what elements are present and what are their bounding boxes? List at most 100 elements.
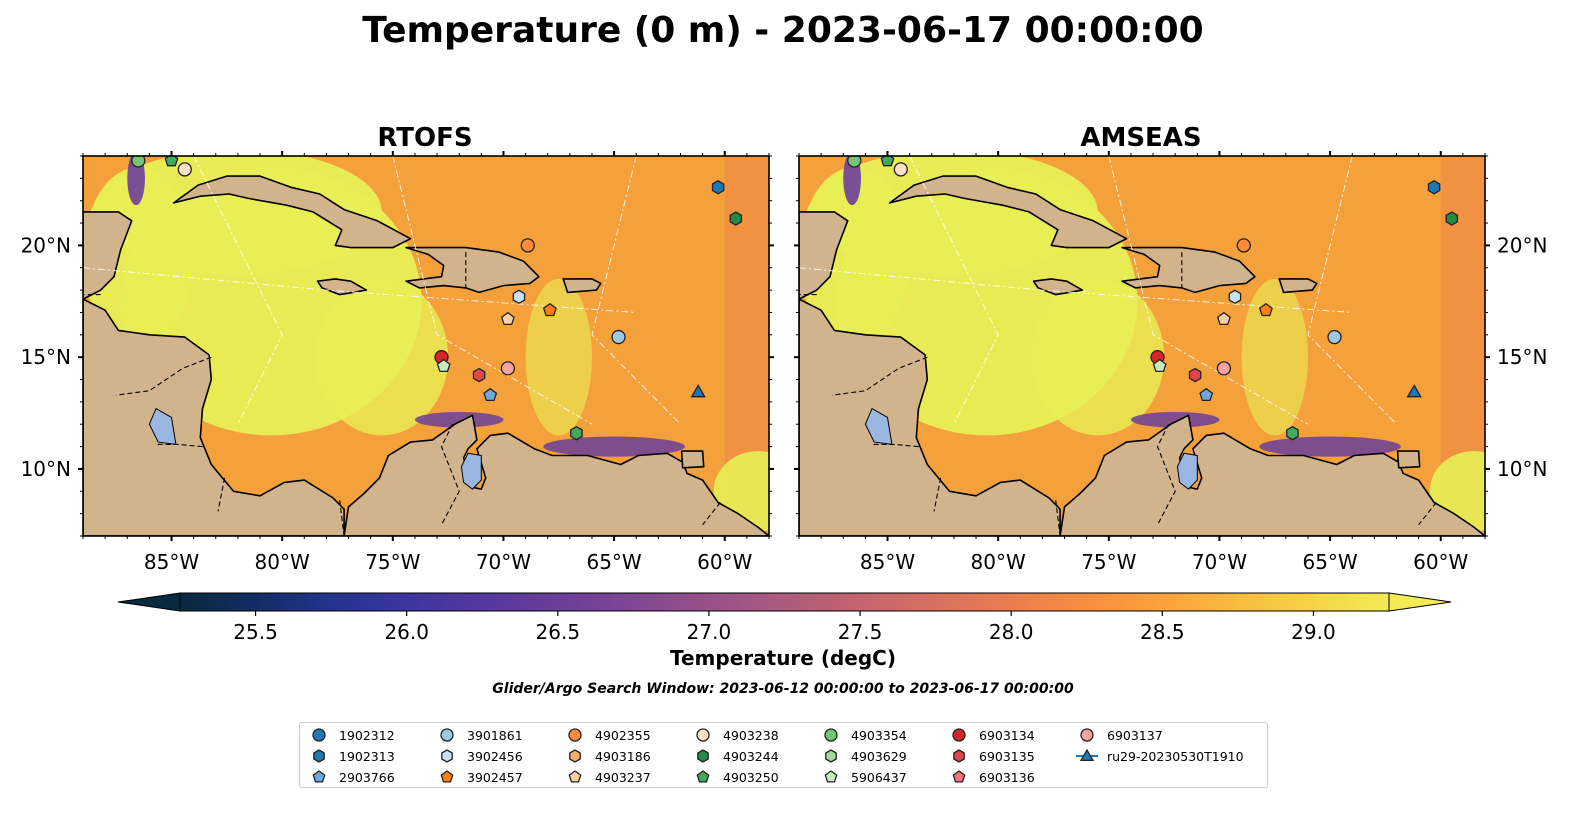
eez-boundary [591,156,681,425]
triangle-line-marker-icon [1076,748,1098,762]
marker-4903238 [177,162,192,177]
colorbar-ticks: 25.5 26.0 26.5 27.0 27.5 28.0 28.5 29.0 [233,611,1336,644]
colorbar: 25.5 26.0 26.5 27.0 27.5 28.0 28.5 29.0 [117,592,1452,644]
country-border [933,477,942,512]
circle-marker-icon [312,728,326,742]
pentagon-marker-icon [696,770,710,783]
land-mass [316,278,368,296]
legend-item-1902312: 1902312 [308,726,395,744]
colorbar-tick-label: 25.5 [233,620,278,644]
lat-tick-label: 15°N [21,345,71,369]
map-panel-amseas: 85°W 80°W 75°W 70°W 65°W 60°W 20°N 15°N 10°N [794,151,1547,574]
marker-3902456 [512,289,526,305]
country-border [217,477,226,512]
legend-item-2903766: 2903766 [308,768,395,786]
search-window-note: Glider/Argo Search Window: 2023-06-12 00… [492,681,1074,697]
legend-label: 4903186 [595,748,651,764]
legend-label: 3902457 [467,769,523,785]
marker-3902457 [542,302,557,317]
lon-tick-label: 85°W [144,550,199,574]
legend-marker [441,749,453,763]
figure-title: Temperature (0 m) - 2023-06-17 00:00:00 [362,10,1203,51]
sea-temperature-patch [843,156,861,206]
lon-tick-label: 65°W [586,550,641,574]
sea-temperature-patch [1241,278,1308,436]
legend-item-4902355: 4902355 [564,726,651,744]
marker-6903137 [1216,361,1232,376]
colorbar-tick-label: 29.0 [1291,620,1336,644]
land-mass [1059,414,1485,536]
legend-item-4903238: 4903238 [692,726,779,744]
legend-label: 6903134 [979,727,1035,743]
land-mass [405,246,540,294]
marker-4902355 [520,238,535,253]
legend-marker [696,770,710,783]
legend-label: 4902355 [595,727,651,743]
lon-tick-label: 70°W [476,550,531,574]
legend-label: 3901861 [467,727,523,743]
legend-item-6903136: 6903136 [948,768,1035,786]
marker-6903135 [1188,367,1202,383]
land-mass [83,298,345,536]
pentagon-marker-icon [824,770,838,783]
legend-label: 5906437 [851,769,907,785]
land-mass [1396,450,1421,469]
legend-marker [824,728,838,742]
eez-boundary [392,156,593,425]
lat-tick-label: 10°N [21,457,71,481]
eez-boundary [799,267,1353,313]
country-border [1418,502,1437,526]
pentagon-marker-icon [952,770,966,783]
legend-marker [696,728,710,742]
map-area [799,156,1485,536]
map-area [83,156,769,536]
land-mass [1278,278,1318,294]
legend-label: 4903238 [723,727,779,743]
legend-marker [312,770,326,783]
sea-temperature-patch [543,436,685,457]
legend-item-4903629: 4903629 [820,747,907,765]
pentagon-marker-icon [312,770,326,783]
legend-marker [569,749,581,763]
legend-item-3902457: 3902457 [436,768,523,786]
land-mass [1121,246,1256,294]
legend-marker [440,770,454,783]
land-mass [172,175,412,249]
legend-marker [568,770,582,783]
marker-2903766 [1199,387,1214,402]
lat-tick-label: 20°N [1497,233,1547,257]
marker-4903250 [880,156,895,167]
panel-title-rtofs: RTOFS [377,123,472,153]
marker-ru29-20230530T1910 [690,384,706,398]
legend-marker [825,749,837,763]
marker-3902456 [1228,289,1242,305]
legend-item-ru29-20230530T1910: ru29-20230530T1910 [1076,747,1244,765]
marker-4903244 [1445,211,1459,226]
legend-label: 3902456 [467,748,523,764]
lon-tick-label: 65°W [1302,550,1357,574]
hexagon-marker-icon [953,749,965,763]
pentagon-marker-icon [440,770,454,783]
legend-item-4903354: 4903354 [820,726,907,744]
colorbar-tick-label: 26.5 [536,620,581,644]
land-mass [562,278,602,294]
lon-tick-label: 75°W [1081,550,1136,574]
colorbar-body [179,592,1390,612]
legend-item-1902313: 1902313 [308,747,395,765]
hexagon-marker-icon [313,749,325,763]
country-border [1055,500,1061,536]
legend-marker [824,770,838,783]
country-border [872,443,919,448]
circle-marker-icon [952,728,966,742]
colorbar-tick-label: 27.5 [838,620,883,644]
marker-6903137 [500,361,516,376]
marker-1902313 [711,180,725,195]
lon-tick-label: 75°W [365,550,420,574]
pentagon-marker-icon [568,770,582,783]
panel-title-amseas: AMSEAS [1080,123,1201,153]
marker-4903250 [1286,425,1299,441]
legend-marker [952,728,966,742]
sea-temperature-patch [414,411,504,428]
legend-marker [1079,748,1095,762]
